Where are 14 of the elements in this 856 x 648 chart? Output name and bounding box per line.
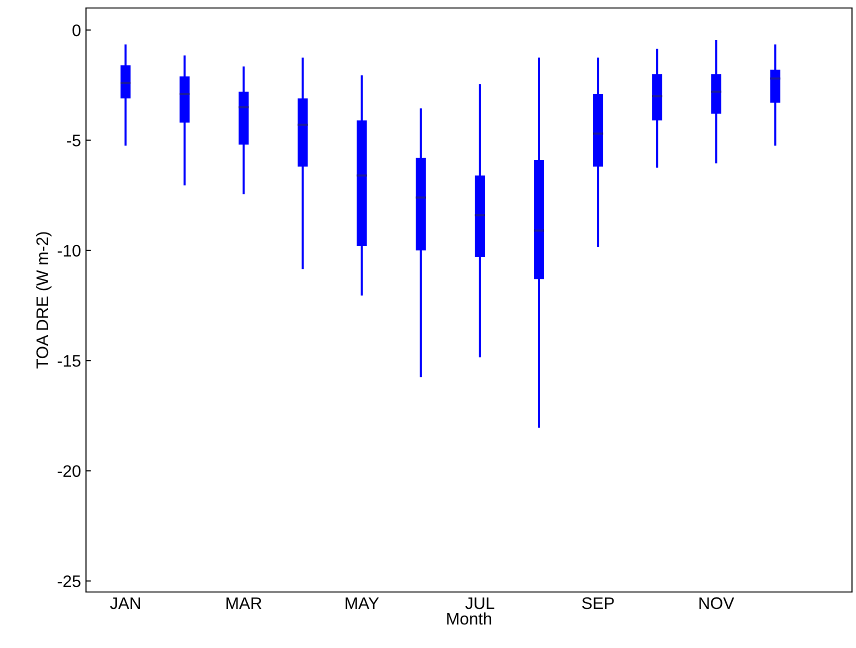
y-tick-label: -5 bbox=[67, 134, 80, 146]
x-tick-label: SEP bbox=[582, 597, 614, 610]
y-tick-label: -10 bbox=[58, 244, 80, 257]
x-tick-label: MAY bbox=[346, 597, 379, 609]
y-tick-label: -25 bbox=[58, 575, 80, 588]
x-tick-label: JUL bbox=[465, 597, 494, 610]
x-tick-label: JAN bbox=[110, 597, 140, 610]
x-axis-title: Month bbox=[447, 612, 492, 625]
y-tick-label: 0 bbox=[72, 24, 80, 36]
y-tick-label: -20 bbox=[58, 465, 80, 477]
x-tick-label: NOV bbox=[699, 597, 734, 610]
y-axis-title: TOA DRE (W m-2) bbox=[36, 232, 52, 368]
x-tick-label: MAR bbox=[226, 597, 262, 609]
y-tick-label: -15 bbox=[58, 355, 80, 367]
